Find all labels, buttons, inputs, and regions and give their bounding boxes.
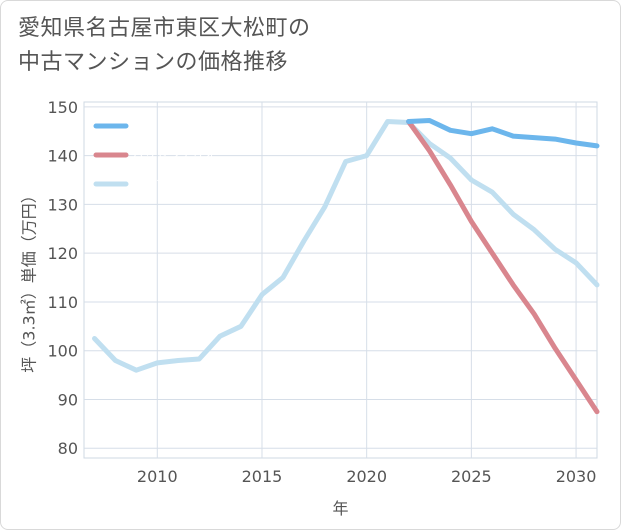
x-tick-label: 2030	[556, 467, 597, 486]
y-tick-label: 110	[47, 293, 78, 312]
y-tick-label: 100	[47, 342, 78, 361]
x-axis-title: 年	[332, 499, 348, 518]
y-tick-label: 90	[58, 390, 78, 409]
legend-label: バッドシナリオ	[132, 148, 216, 162]
series-line-1	[406, 119, 600, 415]
x-tick-label: 2010	[137, 467, 178, 486]
x-tick-label: 2015	[242, 467, 283, 486]
x-tick-label: 2025	[451, 467, 492, 486]
legend-label: ノーマルシナリオ	[132, 177, 228, 191]
y-tick-label: 130	[47, 195, 78, 214]
series-line-0	[406, 118, 600, 149]
chart-title: 愛知県名古屋市東区大松町の 中古マンションの価格推移	[18, 12, 311, 80]
x-tick-label: 2020	[346, 467, 387, 486]
plot-area	[83, 101, 598, 459]
chart-title-line-2: 中古マンションの価格推移	[18, 50, 289, 75]
grid-lines	[84, 102, 597, 458]
series-lines	[92, 118, 600, 415]
x-tick-labels: 2010 2015 2020 2025 2030	[137, 467, 596, 486]
y-tick-label: 120	[47, 244, 78, 263]
series-line-2	[92, 119, 600, 373]
legend-label: グッドシナリオ	[132, 119, 216, 133]
y-tick-labels: 80 90 100 110 120 130 140 150	[47, 98, 78, 458]
y-tick-label: 140	[47, 147, 78, 166]
chart-title-line-1: 愛知県名古屋市東区大松町の	[18, 16, 311, 41]
y-axis-title: 坪（3.3㎡）単価（万円）	[20, 187, 39, 372]
y-tick-label: 80	[58, 439, 78, 458]
y-tick-label: 150	[47, 98, 78, 117]
